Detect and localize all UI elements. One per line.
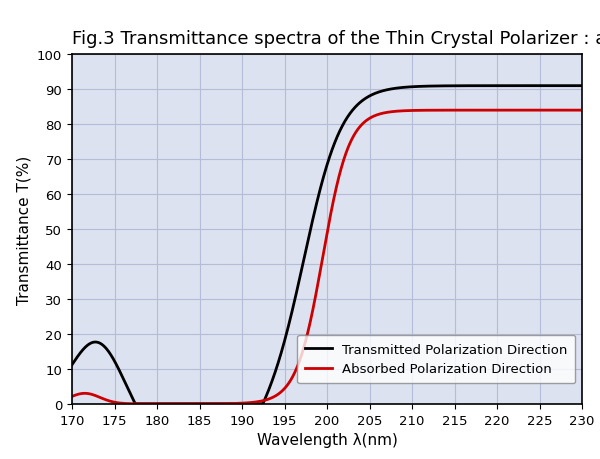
Line: Absorbed Polarization Direction: Absorbed Polarization Direction [72, 111, 582, 404]
X-axis label: Wavelength λ(nm): Wavelength λ(nm) [257, 432, 397, 447]
Absorbed Polarization Direction [563, 108, 571, 114]
Transmitted Polarization Direction [578, 84, 586, 89]
Absorbed Polarization Direction [152, 401, 159, 407]
Absorbed Polarization Direction [68, 394, 76, 399]
Line: Transmitted Polarization Direction: Transmitted Polarization Direction [72, 86, 582, 404]
Transmitted Polarization Direction [563, 84, 571, 89]
Absorbed Polarization Direction [303, 334, 310, 340]
Text: Fig.3 Transmittance spectra of the Thin Crystal Polarizer : about d2: Fig.3 Transmittance spectra of the Thin … [72, 30, 600, 48]
Transmitted Polarization Direction [94, 340, 101, 346]
Transmitted Polarization Direction [564, 84, 571, 89]
Absorbed Polarization Direction [470, 108, 478, 114]
Absorbed Polarization Direction [564, 108, 571, 114]
Legend: Transmitted Polarization Direction, Absorbed Polarization Direction: Transmitted Polarization Direction, Abso… [297, 335, 575, 383]
Transmitted Polarization Direction [317, 187, 324, 192]
Transmitted Polarization Direction [470, 84, 478, 89]
Y-axis label: Transmittance T(%): Transmittance T(%) [16, 155, 31, 304]
Absorbed Polarization Direction [578, 108, 586, 114]
Transmitted Polarization Direction [303, 244, 310, 250]
Absorbed Polarization Direction [94, 394, 101, 399]
Transmitted Polarization Direction [68, 362, 76, 368]
Absorbed Polarization Direction [317, 269, 324, 274]
Transmitted Polarization Direction [132, 401, 139, 407]
